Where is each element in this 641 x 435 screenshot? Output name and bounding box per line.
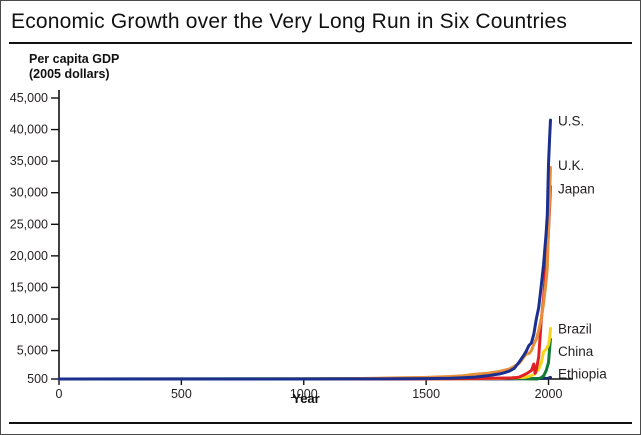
y-axis-label-line2: (2005 dollars) — [29, 67, 110, 81]
x-tick-label: 500 — [171, 387, 192, 401]
chart-title: Economic Growth over the Very Long Run i… — [11, 10, 568, 33]
series-label-japan: Japan — [558, 182, 595, 197]
y-axis-label-line1: Per capita GDP — [29, 52, 120, 66]
y-tick-label: 5,000 — [17, 344, 48, 358]
series-line-u-k — [57, 166, 552, 381]
title-divider — [9, 42, 632, 44]
series-line-u-s — [57, 118, 552, 381]
series-label-u-s: U.S. — [558, 113, 584, 128]
y-tick-label: 45,000 — [10, 91, 48, 105]
series-line-brazil — [57, 327, 552, 381]
y-tick-label: 30,000 — [10, 186, 48, 200]
series-label-ethiopia: Ethiopia — [558, 367, 607, 382]
y-tick-label: 10,000 — [10, 312, 48, 326]
series-label-u-k: U.K. — [558, 158, 584, 173]
x-tick-label: 1000 — [290, 387, 318, 401]
x-tick-label: 1500 — [412, 387, 440, 401]
y-tick-label: 15,000 — [10, 280, 48, 294]
x-tick-label: 2000 — [535, 387, 563, 401]
bottom-divider — [9, 422, 632, 424]
y-tick-label: 500 — [27, 372, 48, 386]
series-line-japan — [57, 184, 552, 381]
series-label-china: China — [558, 344, 594, 359]
x-axis-label: Year — [292, 391, 320, 406]
y-tick-label: 25,000 — [10, 217, 48, 231]
y-tick-label: 20,000 — [10, 249, 48, 263]
series-label-brazil: Brazil — [558, 322, 592, 337]
x-tick-label: 0 — [56, 387, 63, 401]
y-tick-label: 40,000 — [10, 123, 48, 137]
y-tick-label: 35,000 — [10, 154, 48, 168]
y-axis-label: Per capita GDP (2005 dollars) — [29, 52, 119, 82]
